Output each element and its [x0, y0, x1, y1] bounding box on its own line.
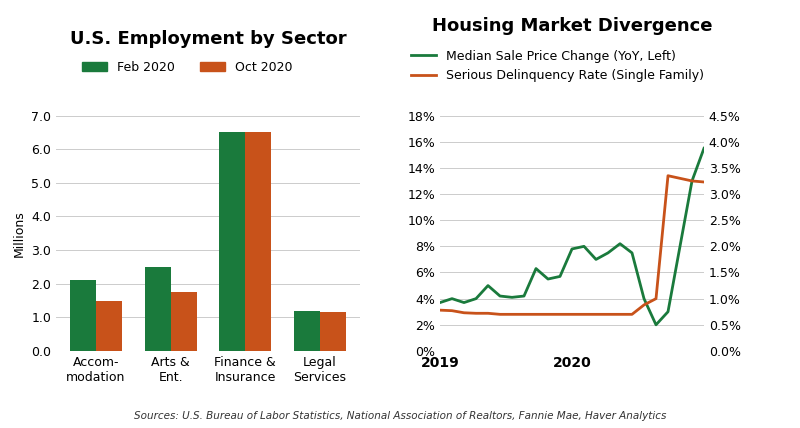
Bar [70, 280, 96, 351]
Y-axis label: Millions: Millions [13, 210, 26, 257]
Bar [219, 132, 246, 351]
Bar [170, 292, 197, 351]
Text: Housing Market Divergence: Housing Market Divergence [432, 17, 712, 35]
Text: Sources: U.S. Bureau of Labor Statistics, National Association of Realtors, Fann: Sources: U.S. Bureau of Labor Statistics… [134, 411, 666, 422]
Legend: Median Sale Price Change (YoY, Left), Serious Delinquency Rate (Single Family): Median Sale Price Change (YoY, Left), Se… [406, 45, 710, 87]
Text: U.S. Employment by Sector: U.S. Employment by Sector [70, 30, 346, 48]
Bar [96, 300, 122, 351]
Bar [320, 312, 346, 351]
Bar [145, 267, 170, 351]
Bar [246, 132, 271, 351]
Bar [294, 311, 320, 351]
Legend: Feb 2020, Oct 2020: Feb 2020, Oct 2020 [78, 56, 298, 79]
